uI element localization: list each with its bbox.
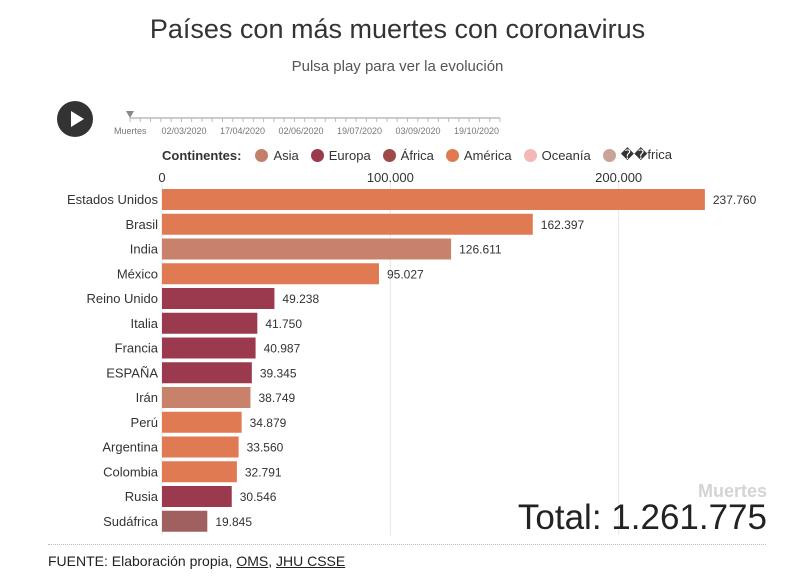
tick-label: 100.000 (367, 170, 414, 185)
source-note: FUENTE: Elaboración propia, OMS, JHU CSS… (48, 553, 345, 569)
bar[interactable] (162, 189, 705, 210)
value-label: 237.760 (713, 193, 757, 207)
source-prefix: FUENTE: Elaboración propia, (48, 553, 237, 569)
legend-swatch (255, 148, 269, 162)
legend: Continentes: Asia Europa África América … (162, 147, 684, 163)
category-label: Irán (136, 390, 158, 405)
timeline-label: Muertes (114, 126, 147, 136)
bar[interactable] (162, 288, 275, 309)
legend-label: África (400, 147, 434, 163)
timeline-handle[interactable] (126, 111, 134, 118)
value-label: 126.611 (459, 243, 502, 257)
legend-label: América (463, 147, 512, 163)
source-link-oms[interactable]: OMS (236, 553, 269, 569)
legend-swatch (445, 148, 459, 162)
value-label: 38.749 (258, 391, 295, 405)
bar[interactable] (162, 411, 242, 433)
timeline-date: 02/06/2020 (278, 126, 323, 136)
value-label: 49.238 (282, 292, 319, 306)
value-label: 41.750 (265, 317, 302, 331)
legend-item-america[interactable]: América (445, 147, 512, 163)
category-label: Argentina (102, 440, 158, 455)
category-label: Italia (131, 316, 159, 331)
category-label: Perú (131, 415, 158, 430)
bar[interactable] (162, 337, 256, 359)
total-deaths: Total: 1.261.775 (517, 498, 767, 537)
category-label: ESPAÑA (106, 365, 158, 380)
play-icon (71, 111, 84, 127)
source-link-jhu[interactable]: JHU CSSE (275, 553, 346, 569)
bar[interactable] (162, 362, 252, 384)
legend-title: Continentes: (162, 147, 242, 163)
value-label: 34.879 (250, 416, 287, 430)
legend-item-africa-2[interactable]: ��frica (602, 147, 672, 163)
metric-watermark: Muertes (697, 481, 767, 501)
chart-subtitle: Pulsa play para ver la evolución (291, 58, 504, 75)
value-label: 39.345 (260, 366, 297, 380)
value-label: 162.397 (541, 218, 585, 232)
category-label: India (130, 242, 159, 257)
bar[interactable] (162, 238, 452, 260)
legend-item-oceania[interactable]: Oceanía (523, 147, 591, 163)
bar[interactable] (162, 510, 208, 532)
bar-chart: 0 100.000 200.000 Estados Unidos 237.760 Bras… (67, 170, 757, 536)
category-label: Rusia (125, 489, 159, 504)
timeline-date: 19/07/2020 (337, 126, 382, 136)
bar[interactable] (162, 436, 239, 458)
category-label: Reino Unido (86, 291, 158, 306)
bar[interactable] (162, 263, 379, 285)
category-label: Brasil (125, 217, 158, 232)
legend-item-africa[interactable]: África (382, 147, 434, 163)
legend-swatch (382, 148, 396, 162)
value-label: 30.546 (240, 490, 277, 504)
chart-title: Países con más muertes con coronavirus (149, 14, 646, 44)
legend-label: Europa (328, 147, 371, 163)
tick-label: 200.000 (595, 170, 642, 185)
bar[interactable] (162, 486, 232, 507)
category-label: Sudáfrica (103, 514, 159, 529)
timeline-date: 17/04/2020 (220, 126, 265, 136)
timeline-date: 02/03/2020 (161, 126, 206, 136)
legend-label: Oceanía (541, 147, 591, 163)
legend-swatch (602, 148, 616, 162)
category-label: México (117, 266, 158, 281)
bar[interactable] (162, 312, 258, 334)
legend-swatch (310, 148, 324, 162)
bar[interactable] (162, 387, 251, 408)
legend-label: Asia (273, 147, 299, 163)
category-label: Colombia (103, 464, 159, 479)
timeline-date: 03/09/2020 (395, 126, 440, 136)
value-label: 19.845 (215, 515, 252, 529)
value-label: 32.791 (245, 465, 282, 479)
legend-item-europa[interactable]: Europa (310, 147, 371, 163)
timeline-slider[interactable]: Muertes 02/03/2020 17/04/2020 02/06/2020 19/… (108, 108, 508, 140)
play-button[interactable] (57, 101, 93, 137)
legend-swatch (523, 148, 537, 162)
bar[interactable] (162, 461, 237, 483)
category-label: Francia (115, 341, 159, 356)
value-label: 40.987 (264, 342, 301, 356)
bar[interactable] (162, 213, 533, 235)
legend-item-asia[interactable]: Asia (255, 147, 299, 163)
source-sep: , (268, 553, 276, 569)
category-label: Estados Unidos (67, 192, 159, 207)
divider (48, 544, 766, 545)
tick-label: 0 (158, 170, 165, 185)
value-label: 33.560 (247, 441, 284, 455)
legend-label: ��frica (620, 147, 672, 162)
timeline-date: 19/10/2020 (454, 126, 499, 136)
value-label: 95.027 (387, 267, 424, 281)
